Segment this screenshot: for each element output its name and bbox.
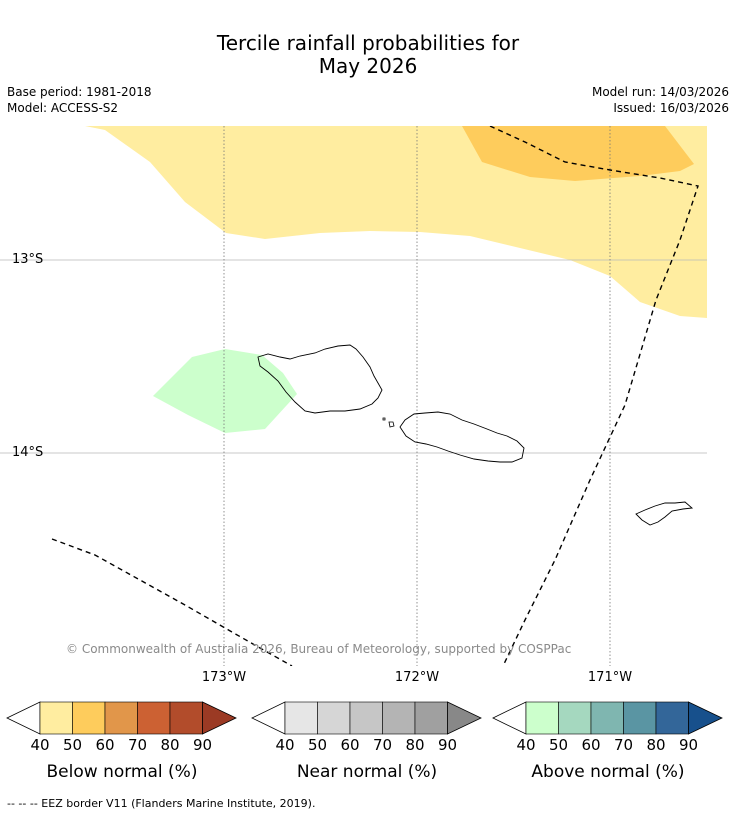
- above-tick-60: 60: [581, 736, 601, 754]
- below-normal-swatch-2: [72, 701, 106, 735]
- above-normal-swatch-4: [623, 701, 657, 735]
- title-line-2: May 2026: [318, 54, 418, 78]
- model-run-date: Model run: 14/03/2026: [591, 85, 729, 99]
- eez-legend-note: -- -- -- EEZ border V11 (Flanders Marine…: [7, 797, 316, 810]
- near-tick-80: 80: [405, 736, 425, 754]
- below-normal-swatch-1: [39, 701, 73, 735]
- near-normal-swatch-1: [284, 701, 318, 735]
- graticule: [0, 126, 707, 666]
- eez-border-north: [489, 126, 699, 666]
- title-line-1: Tercile rainfall probabilities for: [216, 31, 520, 55]
- above-normal-40-50-region: [153, 349, 297, 433]
- model-info: Base period: 1981-2018 Model: ACCESS-S2: [7, 84, 152, 116]
- lon-label-171w: 171°W: [587, 670, 633, 685]
- near-tick-90: 90: [437, 736, 458, 754]
- eez-border-south: [51, 538, 293, 666]
- above-normal-arrow-high: [688, 701, 723, 735]
- above-normal-swatch-2: [558, 701, 592, 735]
- issued-date: Issued: 16/03/2026: [613, 101, 729, 115]
- below-normal-label: Below normal (%): [46, 762, 198, 782]
- above-normal-colorbar: [492, 701, 723, 735]
- lon-label-173w: 173°W: [201, 670, 247, 685]
- near-normal-colorbar: [251, 701, 482, 735]
- copyright-text: © Commonwealth of Australia 2026, Bureau…: [66, 642, 572, 656]
- savaii-island: [257, 344, 383, 414]
- above-tick-80: 80: [646, 736, 666, 754]
- above-normal-swatch-5: [655, 701, 689, 735]
- near-tick-50: 50: [307, 736, 328, 754]
- below-tick-60: 60: [95, 736, 115, 754]
- tutuila-island: [635, 501, 694, 526]
- below-tick-80: 80: [160, 736, 180, 754]
- below-tick-40: 40: [30, 736, 50, 754]
- below-tick-70: 70: [127, 736, 148, 754]
- below-normal-swatch-3: [104, 701, 138, 735]
- base-period: Base period: 1981-2018: [7, 85, 152, 99]
- apolima-islet: [382, 417, 386, 421]
- above-tick-70: 70: [613, 736, 634, 754]
- above-normal-arrow-low: [492, 701, 527, 735]
- below-tick-90: 90: [192, 736, 213, 754]
- model-name: Model: ACCESS-S2: [7, 101, 119, 115]
- below-normal-swatch-5: [169, 701, 203, 735]
- below-normal-arrow-high: [202, 701, 237, 735]
- below-normal-colorbar: [6, 701, 237, 735]
- run-info: Model run: 14/03/2026 Issued: 16/03/2026: [592, 84, 729, 116]
- lon-label-172w: 172°W: [394, 670, 440, 685]
- map-canvas: [0, 126, 707, 666]
- upolu-island: [399, 411, 525, 463]
- near-tick-70: 70: [372, 736, 393, 754]
- below-normal-arrow-low: [6, 701, 41, 735]
- lat-label-14s: 14°S: [12, 445, 44, 460]
- above-tick-50: 50: [548, 736, 569, 754]
- map-title: Tercile rainfall probabilities for May 2…: [0, 32, 736, 78]
- above-normal-swatch-1: [525, 701, 559, 735]
- below-normal-50-60-region: [462, 126, 694, 181]
- manono-islet: [388, 421, 395, 428]
- near-tick-60: 60: [340, 736, 360, 754]
- near-normal-label: Near normal (%): [296, 762, 438, 782]
- above-normal-swatch-3: [590, 701, 624, 735]
- near-normal-swatch-2: [317, 701, 351, 735]
- below-normal-swatch-4: [137, 701, 171, 735]
- near-normal-swatch-4: [382, 701, 416, 735]
- above-tick-90: 90: [678, 736, 699, 754]
- near-normal-arrow-low: [251, 701, 286, 735]
- below-tick-50: 50: [62, 736, 83, 754]
- near-normal-swatch-3: [349, 701, 383, 735]
- above-tick-40: 40: [516, 736, 536, 754]
- above-normal-label: Above normal (%): [531, 762, 685, 782]
- near-normal-swatch-5: [414, 701, 448, 735]
- lat-label-13s: 13°S: [12, 252, 44, 267]
- near-normal-arrow-high: [447, 701, 482, 735]
- near-tick-40: 40: [275, 736, 295, 754]
